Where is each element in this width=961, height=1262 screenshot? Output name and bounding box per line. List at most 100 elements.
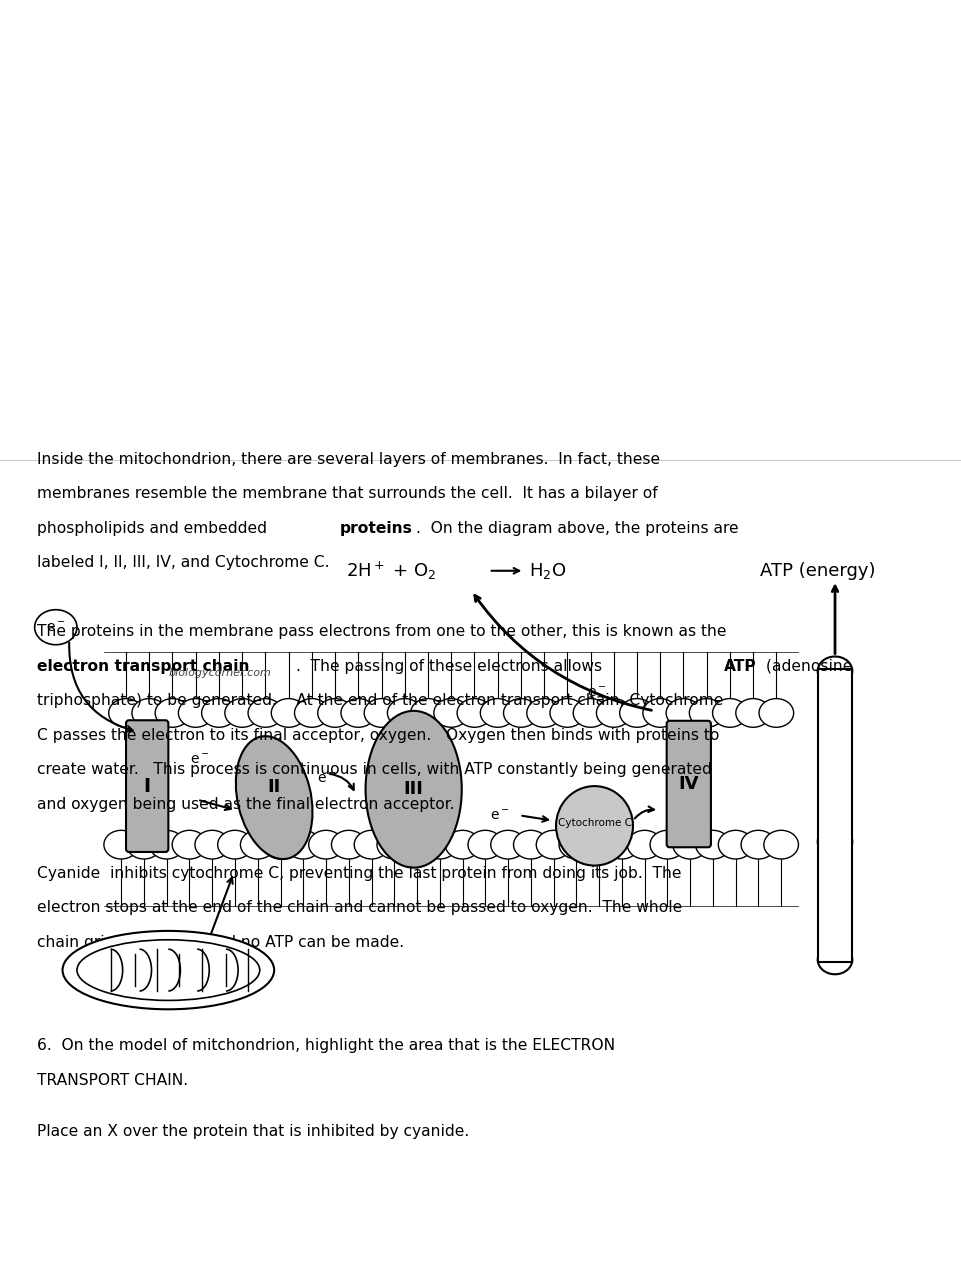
Ellipse shape <box>555 786 632 866</box>
Ellipse shape <box>294 699 329 727</box>
Ellipse shape <box>354 830 388 859</box>
Text: Inside the mitochondrion, there are several layers of membranes.  In fact, these: Inside the mitochondrion, there are seve… <box>37 452 659 467</box>
Ellipse shape <box>400 830 434 859</box>
Ellipse shape <box>581 830 616 859</box>
Text: e$^-$: e$^-$ <box>586 687 605 700</box>
Ellipse shape <box>735 699 770 727</box>
Ellipse shape <box>817 656 851 685</box>
Text: C passes the electron to its final acceptor, oxygen.   Oxygen then binds with pr: C passes the electron to its final accep… <box>37 728 718 742</box>
Ellipse shape <box>62 931 274 1010</box>
Ellipse shape <box>604 830 638 859</box>
Text: triphosphate) to be generated.    At the end of the electron transport chain, Cy: triphosphate) to be generated. At the en… <box>37 693 722 708</box>
Text: proteins: proteins <box>339 521 412 535</box>
Ellipse shape <box>740 830 775 859</box>
Ellipse shape <box>109 699 143 727</box>
Text: TRANSPORT CHAIN.: TRANSPORT CHAIN. <box>37 1073 187 1088</box>
Text: .  The passing of these electrons allows: . The passing of these electrons allows <box>296 659 606 674</box>
Ellipse shape <box>132 699 166 727</box>
Ellipse shape <box>422 830 456 859</box>
Ellipse shape <box>77 940 259 1001</box>
Ellipse shape <box>195 830 230 859</box>
Ellipse shape <box>650 830 684 859</box>
Ellipse shape <box>248 699 283 727</box>
Ellipse shape <box>456 699 491 727</box>
Ellipse shape <box>672 830 706 859</box>
Ellipse shape <box>467 830 502 859</box>
Text: H$_2$O: H$_2$O <box>529 560 566 581</box>
FancyBboxPatch shape <box>126 721 168 852</box>
Ellipse shape <box>317 699 352 727</box>
Ellipse shape <box>240 830 275 859</box>
Text: The proteins in the membrane pass electrons from one to the other, this is known: The proteins in the membrane pass electr… <box>37 625 726 639</box>
Text: IV: IV <box>678 775 699 793</box>
Ellipse shape <box>718 830 752 859</box>
Bar <box>817 669 851 962</box>
Ellipse shape <box>202 699 236 727</box>
Ellipse shape <box>155 699 189 727</box>
Text: I: I <box>143 776 151 795</box>
Ellipse shape <box>490 830 525 859</box>
Text: Place an X over the protein that is inhibited by cyanide.: Place an X over the protein that is inhi… <box>37 1124 468 1140</box>
Ellipse shape <box>712 699 747 727</box>
Ellipse shape <box>149 830 184 859</box>
Text: Cytochrome C: Cytochrome C <box>557 818 630 828</box>
Ellipse shape <box>665 699 700 727</box>
Text: Cyanide  inhibits cytochrome C, preventing the last protein from doing its job. : Cyanide inhibits cytochrome C, preventin… <box>37 866 680 881</box>
Ellipse shape <box>573 699 607 727</box>
Ellipse shape <box>527 699 561 727</box>
Ellipse shape <box>285 830 320 859</box>
Text: chain grinds to a halt and no ATP can be made.: chain grinds to a halt and no ATP can be… <box>37 935 404 949</box>
Text: e$^-$: e$^-$ <box>490 809 509 823</box>
Ellipse shape <box>410 699 445 727</box>
Text: 2H$^+$ + O$_2$: 2H$^+$ + O$_2$ <box>346 559 436 582</box>
Text: e$^-$: e$^-$ <box>46 620 65 635</box>
Ellipse shape <box>364 699 399 727</box>
Ellipse shape <box>217 830 252 859</box>
Ellipse shape <box>558 830 593 859</box>
Ellipse shape <box>817 945 851 974</box>
Ellipse shape <box>550 699 584 727</box>
Ellipse shape <box>480 699 514 727</box>
Text: ATP: ATP <box>724 659 756 674</box>
Text: electron transport chain: electron transport chain <box>37 659 249 674</box>
Text: e$^-$: e$^-$ <box>317 772 336 786</box>
Ellipse shape <box>104 830 138 859</box>
Text: III: III <box>404 780 423 799</box>
Text: and oxygen being used as the final electron acceptor.: and oxygen being used as the final elect… <box>37 796 454 811</box>
Text: membranes resemble the membrane that surrounds the cell.  It has a bilayer of: membranes resemble the membrane that sur… <box>37 486 656 501</box>
Ellipse shape <box>758 699 793 727</box>
Ellipse shape <box>689 699 724 727</box>
Ellipse shape <box>340 699 375 727</box>
Ellipse shape <box>127 830 161 859</box>
Ellipse shape <box>513 830 548 859</box>
Text: II: II <box>267 779 281 796</box>
Ellipse shape <box>763 830 798 859</box>
Ellipse shape <box>365 711 461 868</box>
FancyBboxPatch shape <box>666 721 710 847</box>
Ellipse shape <box>627 830 661 859</box>
Text: electron stops at the end of the chain and cannot be passed to oxygen.  The whol: electron stops at the end of the chain a… <box>37 900 681 915</box>
Text: create water.   This process is continuous in cells, with ATP constantly being g: create water. This process is continuous… <box>37 762 711 777</box>
Text: labeled I, II, III, IV, and Cytochrome C.: labeled I, II, III, IV, and Cytochrome C… <box>37 555 329 570</box>
Ellipse shape <box>332 830 366 859</box>
Ellipse shape <box>263 830 298 859</box>
Text: biologycorner.com: biologycorner.com <box>168 668 271 678</box>
Text: phospholipids and embedded: phospholipids and embedded <box>37 521 271 535</box>
Ellipse shape <box>387 699 422 727</box>
Ellipse shape <box>535 830 570 859</box>
Ellipse shape <box>377 830 411 859</box>
Ellipse shape <box>271 699 306 727</box>
Ellipse shape <box>235 736 312 859</box>
Ellipse shape <box>445 830 480 859</box>
Ellipse shape <box>642 699 677 727</box>
Ellipse shape <box>619 699 653 727</box>
Text: (adenosine: (adenosine <box>760 659 851 674</box>
Ellipse shape <box>35 610 77 645</box>
Ellipse shape <box>433 699 468 727</box>
Ellipse shape <box>178 699 212 727</box>
Ellipse shape <box>172 830 207 859</box>
Ellipse shape <box>596 699 630 727</box>
Ellipse shape <box>695 830 729 859</box>
Text: ATP (energy): ATP (energy) <box>759 562 875 579</box>
Ellipse shape <box>308 830 343 859</box>
